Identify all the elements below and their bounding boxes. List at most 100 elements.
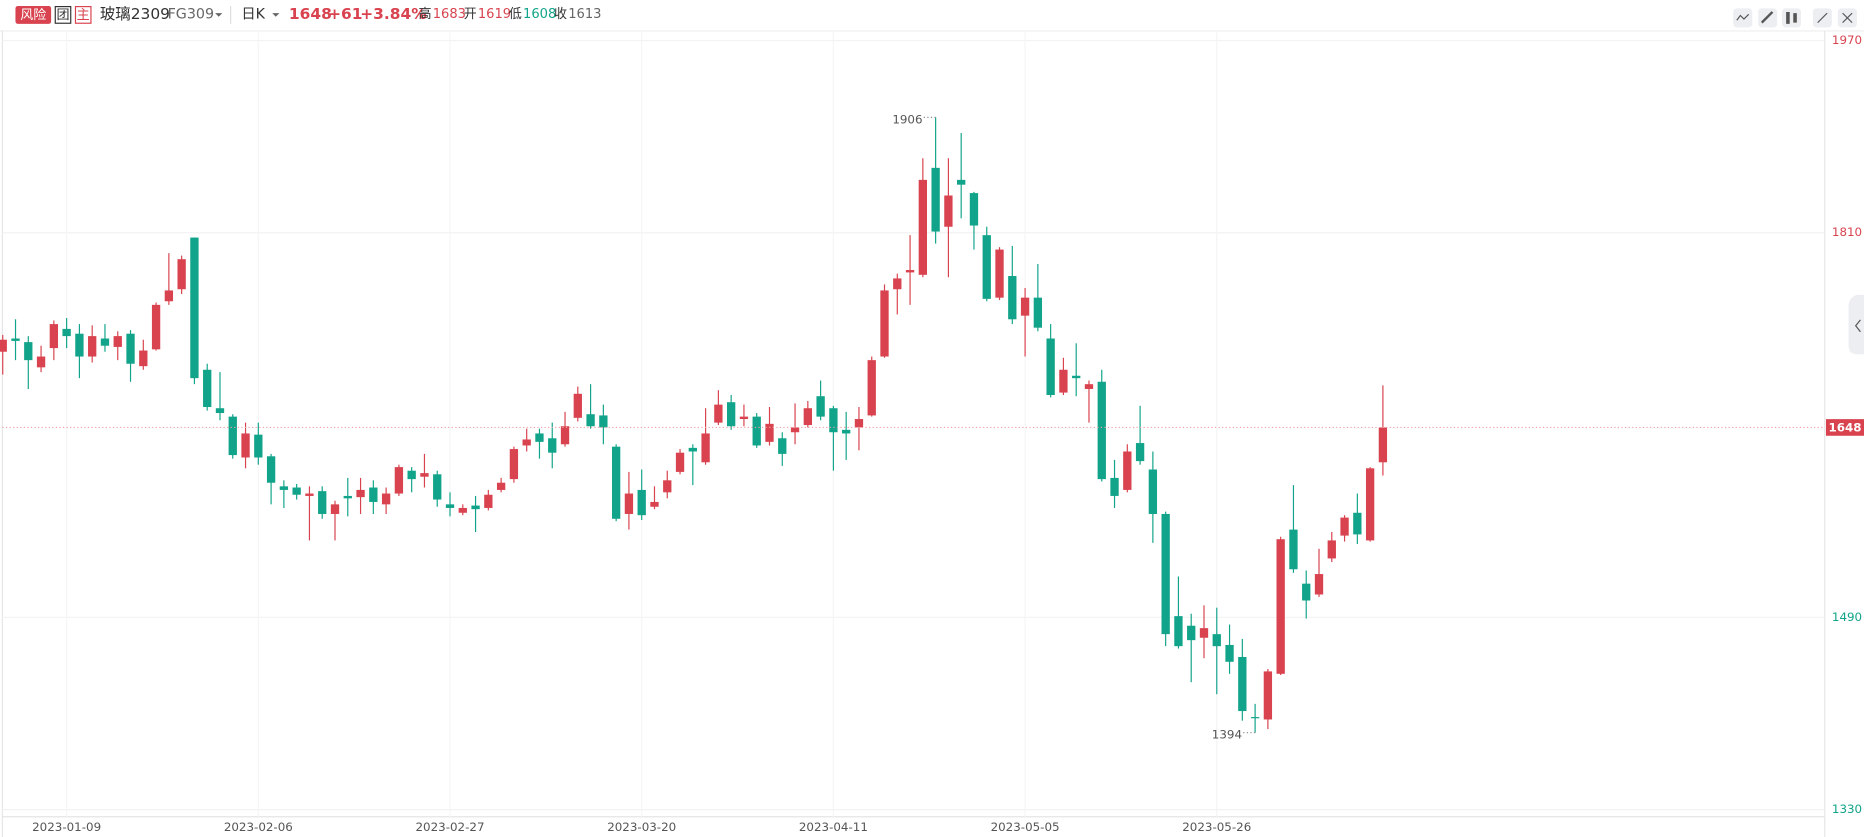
candle-body — [1148, 469, 1158, 514]
candle-body — [203, 369, 212, 408]
candle-body — [215, 408, 225, 414]
stat-value: 1619 — [478, 7, 511, 22]
candle-body — [1059, 369, 1068, 393]
candle-body — [407, 470, 416, 480]
price-change: +61 — [328, 5, 362, 23]
candle-body — [254, 434, 263, 458]
candle-body — [1020, 297, 1030, 316]
candle-body — [1250, 717, 1260, 719]
candle-body — [931, 167, 940, 232]
candle-body — [573, 393, 582, 418]
y-tick-label: 1810 — [1832, 225, 1862, 239]
candle-body — [752, 416, 761, 446]
last-price: 1648 — [289, 5, 332, 23]
candle-body — [1135, 443, 1145, 462]
y-tick-label: 1330 — [1832, 802, 1862, 816]
high-annotation: 1906 — [892, 112, 922, 126]
candle-body — [11, 338, 20, 341]
candle-body — [957, 179, 966, 185]
low-annotation: 1394 — [1212, 728, 1242, 742]
instrument-code[interactable]: FG309 — [168, 6, 214, 22]
candle-body — [1263, 671, 1273, 720]
candle-body — [522, 439, 531, 446]
candle-body — [394, 467, 404, 494]
candle-body — [1072, 375, 1081, 379]
candle-body — [586, 414, 595, 427]
candle-body — [1187, 625, 1196, 641]
x-tick-label: 2023-02-06 — [224, 820, 293, 834]
candle-body — [739, 416, 749, 420]
dropdown-caret — [215, 13, 223, 17]
instrument-name: 玻璃2309 — [100, 5, 170, 23]
candle-body — [624, 493, 634, 514]
candle-body — [1110, 477, 1119, 496]
candle-body — [266, 456, 276, 483]
candle-body — [1161, 513, 1170, 635]
last-price-label: 1648 — [1828, 421, 1861, 435]
candle-body — [445, 504, 455, 508]
candle-body — [944, 195, 953, 227]
period[interactable]: 日K — [241, 6, 265, 22]
candle-body — [969, 193, 979, 226]
x-tick-label: 2023-05-05 — [991, 820, 1060, 834]
candle-body — [1225, 644, 1234, 662]
candle-body — [62, 328, 71, 337]
stat-value: 1613 — [568, 7, 601, 22]
candle-body — [318, 491, 327, 514]
candle-body — [75, 333, 84, 357]
risk-badge[interactable] — [15, 5, 52, 24]
candle-body — [1174, 616, 1183, 647]
x-tick-label: 2023-03-20 — [607, 820, 676, 834]
x-tick-label: 2023-02-27 — [416, 820, 485, 834]
icon — [1760, 11, 1774, 24]
candle-body — [241, 433, 250, 458]
candle-body — [381, 493, 391, 505]
candle-body — [420, 473, 429, 477]
risk-badge-text: 风险 — [20, 8, 46, 23]
candle-body — [177, 259, 186, 290]
candle-body — [880, 290, 889, 357]
candle-body — [688, 447, 697, 452]
candle-body — [1084, 384, 1094, 389]
candle-body — [535, 433, 544, 442]
toolbar — [1733, 8, 1857, 28]
candle-body — [701, 433, 710, 463]
candle-body — [829, 408, 838, 433]
candle-body — [496, 482, 506, 490]
y-tick-label: 1490 — [1832, 610, 1862, 624]
plot-area: 1330 1490 1810 1970 2023-01-09 2023-02-06 2023… — [0, 32, 1864, 834]
candle-button[interactable] — [1781, 8, 1801, 28]
candle-body — [1314, 574, 1324, 595]
candle-body — [1033, 297, 1043, 328]
stat-value: 1608 — [523, 7, 556, 22]
candle-body — [356, 489, 365, 498]
candle-body — [905, 270, 915, 273]
candle-body — [305, 493, 314, 496]
candle-body — [458, 507, 467, 513]
candle-body — [369, 487, 378, 502]
tag-text: 团 — [56, 8, 69, 23]
candle-body — [675, 452, 685, 472]
candle-body — [854, 419, 864, 428]
icon — [1854, 319, 1861, 333]
icon — [1786, 11, 1797, 24]
x-tick-label: 2023-01-09 — [32, 820, 101, 834]
candle-body — [471, 505, 480, 510]
stat-label: 收 — [554, 7, 567, 22]
tag-box — [54, 5, 72, 24]
candle-body — [151, 304, 161, 350]
stat-label: 低 — [509, 7, 522, 22]
candle-body — [611, 446, 621, 519]
tag-box — [74, 5, 92, 24]
candle-body — [842, 429, 851, 434]
candle-body — [726, 402, 736, 427]
candle-body — [1276, 539, 1285, 674]
candle-body — [918, 179, 928, 275]
candle-body — [650, 501, 659, 507]
candle-body — [560, 426, 570, 445]
icon — [1736, 13, 1750, 21]
candle-body — [139, 350, 148, 367]
candle-body — [100, 338, 110, 346]
